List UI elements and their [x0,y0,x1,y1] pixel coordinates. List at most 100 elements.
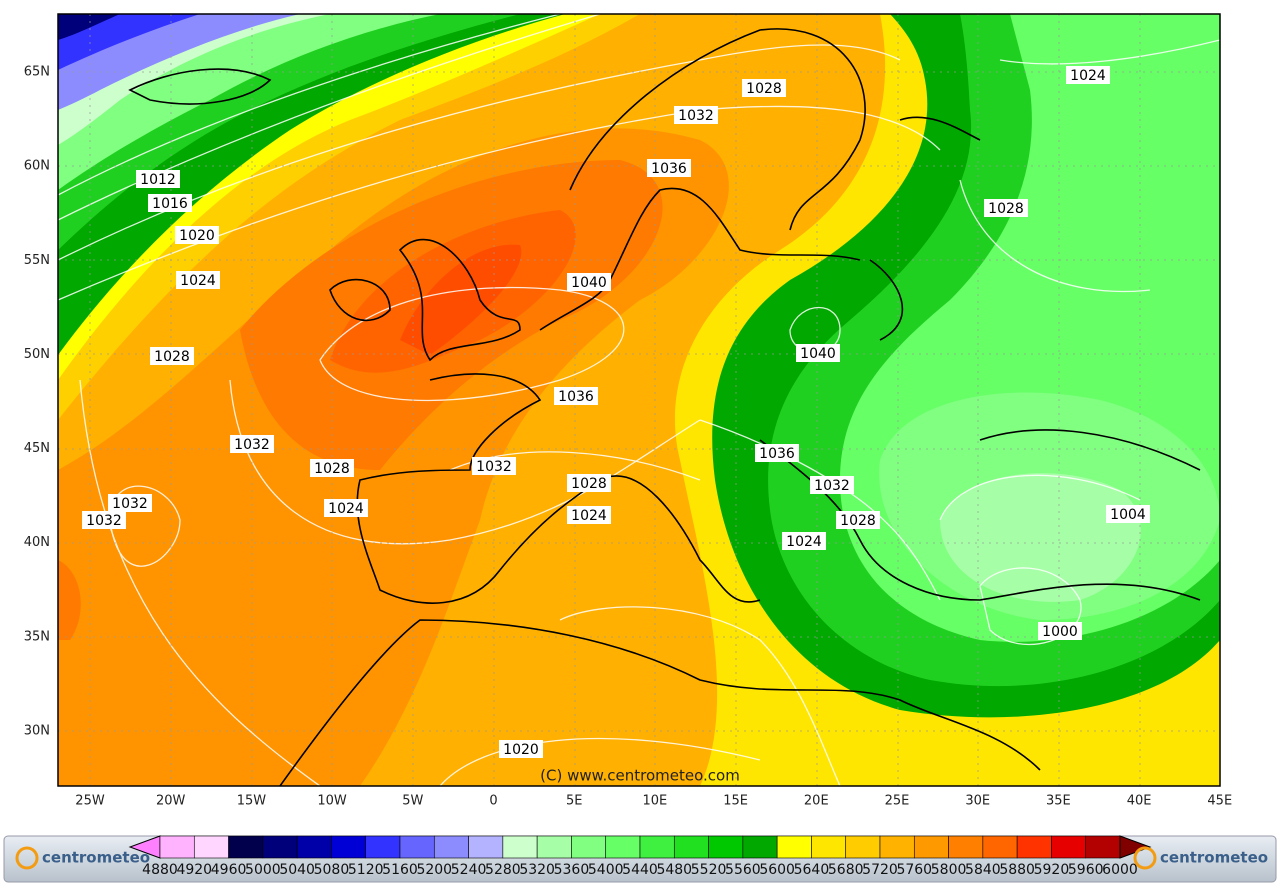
colorbar-swatch [468,835,504,859]
colorbar-label: 5200 [416,862,452,878]
isobar-label-box [796,344,840,362]
lat-label: 30N [24,723,50,738]
colorbar-label: 5440 [622,862,658,878]
colorbar-label: 5480 [656,862,692,878]
colorbar-label: 5640 [794,862,830,878]
colorbar-swatch [365,835,401,859]
isobar-label: 1032 [86,513,122,529]
colorbar-swatch [331,835,367,859]
isobar-label-box [782,532,826,550]
colorbar-swatch [673,835,709,859]
colorbar-swatch [948,835,984,859]
lon-label: 5W [402,794,423,809]
colorbar-swatch [639,835,675,859]
colorbar-swatch [1085,835,1121,859]
plot-frame [57,13,1221,787]
isobar-label-box [567,506,611,524]
isobar-label: 1040 [800,346,836,362]
isobar-label-box [1038,622,1082,640]
isobar-label-box [310,459,354,477]
isobar-label-box [176,271,220,289]
lon-label: 25W [75,794,105,809]
colorbar-swatch [845,835,881,859]
lon-label: 10E [643,794,668,809]
lat-label: 35N [24,629,50,644]
colorbar-label: 5800 [931,862,967,878]
lat-label: 60N [24,159,50,174]
colorbar-label: 5280 [485,862,521,878]
lon-label: 15W [237,794,267,809]
colorbar-label: 5320 [519,862,555,878]
lon-label: 10W [317,794,347,809]
colorbar-swatch [811,835,847,859]
colorbar-label: 6000 [1102,862,1138,878]
logo-left: centrometeo [42,849,150,867]
isobar-label-box [82,511,126,529]
colorbar-swatch [605,835,641,859]
colorbar-label: 5680 [828,862,864,878]
isobar-label-box [742,79,786,97]
logo-icon [1133,846,1157,870]
colorbar-label: 4960 [211,862,247,878]
logo-right: centrometeo [1160,849,1268,867]
colorbar-swatch [228,835,264,859]
isobar-label: 1032 [112,496,148,512]
lat-label: 40N [24,535,50,550]
colorbar-label: 4880 [142,862,178,878]
isobar-label-box [324,499,368,517]
lon-label: 25E [885,794,910,809]
lon-label: 20W [156,794,186,809]
lat-label: 50N [24,347,50,362]
logo-icon [15,846,39,870]
colorbar-label: 5040 [279,862,315,878]
isobar-label-box [647,159,691,177]
lon-label: 20E [804,794,829,809]
lat-label: 45N [24,441,50,456]
colorbar-label: 5080 [314,862,350,878]
colorbar-label: 5000 [245,862,281,878]
isobar-label-box [1106,505,1150,523]
isobar-label: 1028 [988,201,1024,217]
isobar-label: 1028 [154,349,190,365]
lat-label: 65N [24,65,50,80]
isobar-label: 1024 [571,508,607,524]
lon-label: 40E [1127,794,1152,809]
map-field [58,14,1220,786]
isobar-label-box [984,199,1028,217]
colorbar-swatch [433,835,469,859]
colorbar-swatch [708,835,744,859]
colorbar-swatch [1051,835,1087,859]
isobar-label-box [230,435,274,453]
isobar-label: 1036 [558,389,594,405]
isobar-label-box [136,170,180,188]
colorbar-label: 5840 [965,862,1001,878]
colorbar-swatch [159,835,195,859]
colorbar-label: 4920 [176,862,212,878]
colorbar-swatch [1016,835,1052,859]
isobar-label: 1024 [328,501,364,517]
colorbar-swatch [536,835,572,859]
isobar-label-box [148,194,192,212]
colorbar-label: 5520 [691,862,727,878]
colorbar-label: 5720 [862,862,898,878]
isobar-label: 1016 [152,196,188,212]
isobar-label: 1020 [179,228,215,244]
isobar-label-box [499,740,543,758]
colorbar-swatch [913,835,949,859]
colorbar-swatch [776,835,812,859]
colorbar-swatch [742,835,778,859]
isobar-label: 1024 [180,273,216,289]
lon-label: 45E [1207,794,1232,809]
colorbar-swatch [502,835,538,859]
isobar-label-box [150,347,194,365]
isobar-label-box [108,494,152,512]
colorbar-label: 5880 [999,862,1035,878]
isobar-label: 1012 [140,172,176,188]
colorbar-label: 5360 [554,862,590,878]
isobar-label: 1028 [314,461,350,477]
isobar-label: 1032 [234,437,270,453]
isobar-label: 1024 [1070,68,1106,84]
colorbar-swatch [262,835,298,859]
isobar-label: 1036 [759,446,795,462]
